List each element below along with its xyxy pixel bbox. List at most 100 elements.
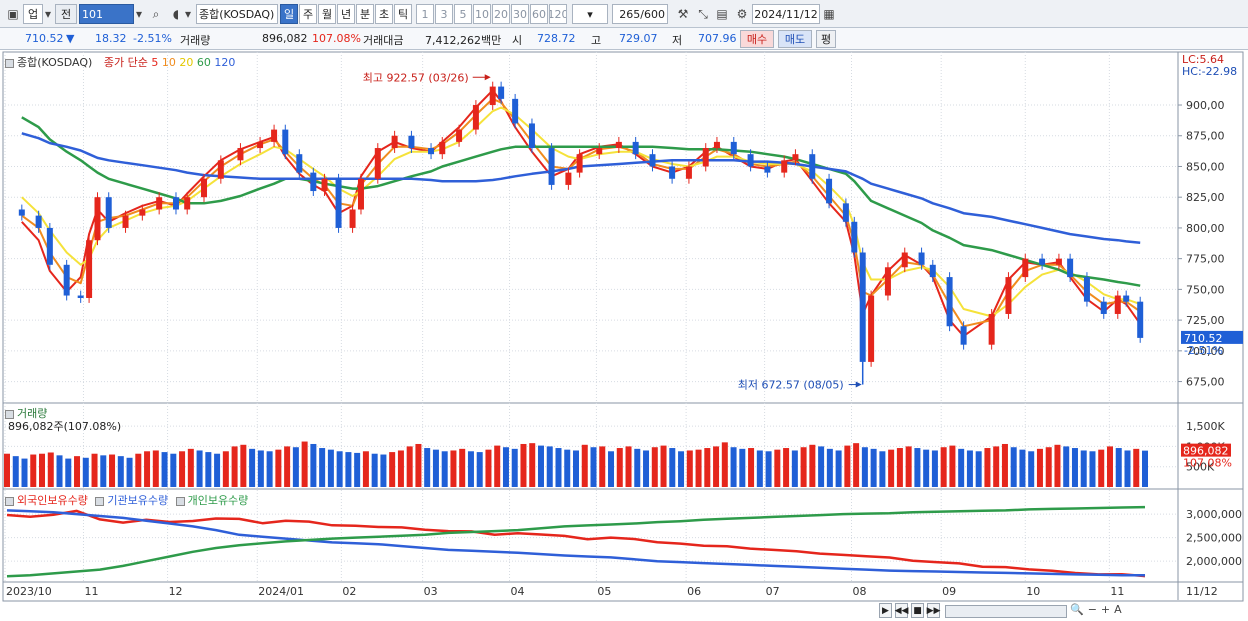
candle-body bbox=[498, 86, 505, 99]
eval-button[interactable]: 평 bbox=[816, 30, 836, 48]
zoom-slider[interactable] bbox=[945, 605, 1067, 618]
tab-년[interactable]: 년 bbox=[337, 4, 355, 24]
volume-bar bbox=[257, 450, 264, 487]
candle-body bbox=[792, 154, 799, 161]
code-input[interactable]: 101 bbox=[79, 4, 134, 24]
candle-body bbox=[1067, 258, 1074, 278]
tab-일[interactable]: 일 bbox=[280, 4, 298, 24]
tab-30[interactable]: 30 bbox=[511, 4, 529, 24]
tool-icon[interactable]: ⚒ bbox=[677, 7, 689, 21]
volume-bar bbox=[713, 446, 720, 487]
volume-bar bbox=[1089, 451, 1096, 487]
volume-bar bbox=[389, 452, 396, 487]
plus-icon[interactable]: + bbox=[1100, 603, 1115, 616]
volume-bar bbox=[555, 448, 562, 487]
zoom-out-icon[interactable]: 🔍 bbox=[1070, 603, 1088, 616]
panel-toggle-icon[interactable] bbox=[95, 496, 105, 506]
zoom-tools[interactable]: 🔍−+A bbox=[1070, 603, 1126, 616]
forward-button[interactable]: ▶▶ bbox=[927, 603, 940, 618]
candle-body bbox=[713, 141, 720, 149]
stock-chart[interactable]: 최고 922.57 (03/26) 최저 672.57 (08/05) 900,0… bbox=[0, 50, 1248, 621]
volume-bar bbox=[537, 445, 544, 487]
last-change-text: -2.51% bbox=[1184, 344, 1223, 357]
candle-body bbox=[408, 135, 415, 149]
volume-bar bbox=[739, 448, 746, 487]
candle-body bbox=[1114, 295, 1121, 314]
volume-bar bbox=[993, 446, 1000, 487]
candle-body bbox=[1039, 258, 1046, 265]
ma5-label: 5 bbox=[151, 56, 159, 69]
panel-toggle-icon[interactable] bbox=[5, 58, 14, 68]
price-tick-label: 850,00 bbox=[1186, 160, 1225, 173]
volume-bar bbox=[949, 445, 956, 487]
individual-legend: 개인보유수량 bbox=[187, 494, 249, 507]
sell-button[interactable]: 매도 bbox=[778, 30, 812, 48]
volume-bar bbox=[371, 453, 378, 487]
tab-분[interactable]: 분 bbox=[356, 4, 374, 24]
volume-ratio: 107.08% bbox=[312, 32, 361, 45]
save-icon[interactable]: ▤ bbox=[716, 7, 728, 21]
tab-5[interactable]: 5 bbox=[454, 4, 472, 24]
scroll-right-button[interactable]: ▶ bbox=[879, 603, 892, 618]
panel-toggle-icon[interactable] bbox=[175, 496, 185, 506]
volume-bar bbox=[144, 451, 151, 487]
volume-bar bbox=[4, 453, 10, 487]
rewind-button[interactable]: ◀◀ bbox=[895, 603, 908, 618]
panel-toggle-icon[interactable] bbox=[5, 496, 14, 506]
market-select[interactable]: 업 bbox=[23, 4, 43, 24]
count-display[interactable]: 265/600 bbox=[612, 4, 668, 24]
index-name: 종합(KOSDAQ) bbox=[196, 4, 278, 24]
candle-body bbox=[842, 203, 849, 222]
candle-body bbox=[310, 172, 317, 192]
volume-bar bbox=[187, 448, 194, 487]
volume-bar bbox=[844, 445, 851, 487]
tab-60[interactable]: 60 bbox=[530, 4, 548, 24]
price-tick-label: 750,00 bbox=[1186, 283, 1225, 296]
volume-bar bbox=[590, 447, 597, 487]
tab-10[interactable]: 10 bbox=[473, 4, 491, 24]
candle-body bbox=[632, 141, 639, 155]
arrow-icon[interactable]: ⤡ bbox=[698, 6, 708, 21]
minus-icon[interactable]: − bbox=[1087, 603, 1101, 616]
volume-bar bbox=[756, 450, 763, 487]
date-input[interactable]: 2024/11/12 bbox=[752, 4, 820, 24]
chevron-down-icon[interactable]: ▾ bbox=[44, 7, 52, 21]
tab-1[interactable]: 1 bbox=[416, 4, 434, 24]
speaker-icon[interactable]: ◖ bbox=[172, 7, 180, 21]
calendar-icon[interactable]: ▦ bbox=[823, 7, 835, 21]
volume-bar bbox=[450, 450, 457, 487]
chevron-down-icon[interactable]: ▾ bbox=[135, 7, 143, 21]
tab-틱[interactable]: 틱 bbox=[394, 4, 412, 24]
volume-bar bbox=[686, 450, 693, 487]
volume-bar bbox=[179, 451, 186, 487]
font-icon[interactable]: A bbox=[1114, 603, 1126, 616]
current-price: 710.52 bbox=[25, 32, 64, 45]
chevron-down-icon[interactable]: ▾ bbox=[184, 7, 192, 21]
count-value: 265 bbox=[619, 7, 641, 21]
volume-bar bbox=[222, 451, 229, 487]
tab-주[interactable]: 주 bbox=[299, 4, 317, 24]
chart-type-icon[interactable]: ▣ bbox=[7, 7, 19, 21]
volume-bar bbox=[117, 456, 124, 487]
volume-bar bbox=[485, 449, 492, 487]
tab-초[interactable]: 초 bbox=[375, 4, 393, 24]
open-label: 시 bbox=[512, 34, 523, 47]
search-icon[interactable]: ⌕ bbox=[152, 6, 160, 21]
volume-bar bbox=[669, 448, 676, 487]
tab-월[interactable]: 월 bbox=[318, 4, 336, 24]
interval-select[interactable]: ▾ bbox=[572, 4, 608, 24]
tab-3[interactable]: 3 bbox=[435, 4, 453, 24]
buy-button[interactable]: 매수 bbox=[740, 30, 774, 48]
volume-bar bbox=[791, 450, 798, 487]
volume-bar bbox=[975, 451, 982, 487]
gear-icon[interactable]: ⚙ bbox=[736, 7, 748, 21]
price-change-pct: -2.51% bbox=[133, 32, 172, 45]
tab-20[interactable]: 20 bbox=[492, 4, 510, 24]
tab-120[interactable]: 120 bbox=[549, 4, 567, 24]
panel-toggle-icon[interactable] bbox=[5, 409, 14, 419]
volume-bar bbox=[82, 457, 89, 487]
x-tick-label: 06 bbox=[687, 585, 701, 598]
volume-bar bbox=[74, 456, 81, 487]
stop-button[interactable]: ■ bbox=[911, 603, 924, 618]
